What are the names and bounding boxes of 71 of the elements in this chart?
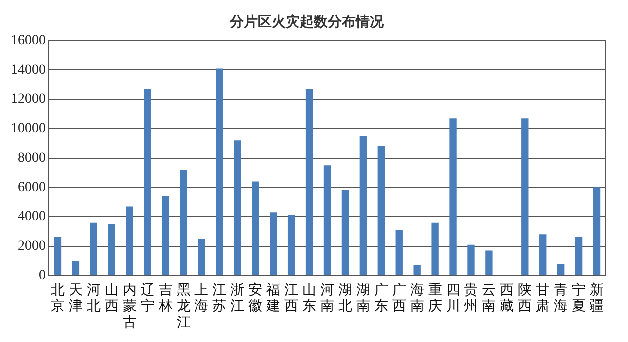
bar [72, 261, 80, 276]
x-tick-label: 宁夏 [572, 282, 586, 314]
y-tick-label: 12000 [11, 92, 46, 108]
x-tick-label: 辽宁 [140, 282, 155, 314]
bar [486, 250, 493, 276]
y-tick-label: 10000 [11, 122, 46, 137]
bar [324, 166, 332, 276]
x-tick-label: 河北 [86, 282, 101, 314]
bar [108, 224, 116, 276]
x-tick-label: 吉林 [158, 282, 173, 314]
bar [288, 216, 296, 276]
x-tick-label: 湖南 [356, 282, 370, 314]
bar [342, 190, 350, 276]
bar [414, 265, 421, 276]
bar [180, 170, 188, 276]
x-tick-label: 甘肃 [536, 282, 550, 314]
y-tick-label: 14000 [11, 62, 46, 78]
x-tick-label: 贵州 [464, 282, 478, 314]
x-tick-label: 天津 [68, 282, 83, 314]
bar [54, 238, 62, 276]
x-tick-label: 广西 [392, 282, 406, 314]
bar [468, 244, 475, 276]
x-tick-label: 内蒙古 [122, 282, 137, 330]
x-tick-label: 山东 [302, 282, 317, 314]
bar [540, 234, 547, 276]
x-tick-label: 江苏 [212, 282, 227, 314]
bar [198, 238, 206, 276]
chart-title: 分片区火灾起数分布情况 [229, 13, 385, 30]
x-tick-label: 西藏 [500, 282, 514, 314]
x-tick-label: 江西 [284, 282, 299, 314]
x-tick-label: 重庆 [428, 282, 442, 314]
bar [432, 222, 439, 276]
x-tick-label: 云南 [482, 282, 496, 314]
x-tick-label: 黑龙江 [176, 282, 191, 330]
y-tick-label: 16000 [11, 33, 46, 48]
x-tick-label: 广东 [374, 282, 388, 314]
y-tick-label: 6000 [18, 180, 46, 196]
y-tick-label: 4000 [18, 210, 46, 225]
bar [522, 118, 529, 276]
bar [450, 118, 457, 276]
bar [378, 146, 385, 276]
x-tick-label: 海南 [410, 282, 424, 314]
x-tick-label: 北京 [50, 282, 65, 314]
bar [90, 222, 98, 276]
x-tick-label: 浙江 [230, 282, 245, 314]
bar [270, 212, 278, 276]
bar [396, 230, 403, 276]
bar [144, 89, 152, 276]
bar [162, 196, 170, 276]
bar [575, 238, 583, 276]
y-tick-label: 0 [39, 268, 46, 284]
bar [593, 188, 601, 276]
x-tick-label: 青海 [554, 282, 568, 314]
y-tick-label: 8000 [18, 150, 46, 166]
y-tick-label: 2000 [18, 239, 46, 254]
bar [126, 206, 134, 276]
bar [360, 136, 368, 276]
x-tick-label: 四川 [446, 282, 460, 314]
x-tick-label: 陕西 [518, 282, 532, 314]
x-tick-label: 福建 [266, 282, 281, 314]
x-tick-label: 上海 [194, 282, 209, 314]
bar [216, 68, 224, 276]
x-tick-label: 安徽 [248, 282, 263, 314]
x-tick-label: 山西 [104, 282, 119, 314]
bar [234, 140, 242, 276]
bar [557, 264, 565, 276]
x-tick-label: 湖北 [338, 282, 352, 314]
bar [252, 182, 260, 276]
x-tick-label: 河南 [320, 282, 334, 314]
x-tick-label: 新疆 [590, 282, 604, 314]
bar [306, 89, 314, 276]
